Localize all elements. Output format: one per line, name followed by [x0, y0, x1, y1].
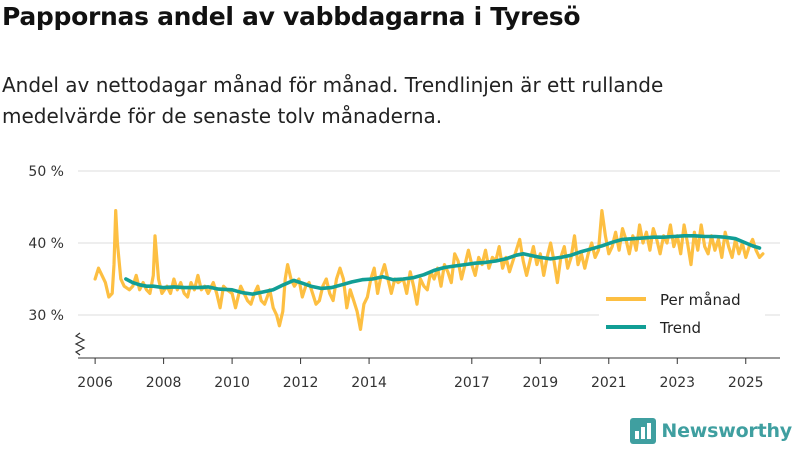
y-tick-label: 30 % — [28, 308, 64, 324]
brand-name: Newsworthy — [661, 420, 792, 442]
legend: Per månad Trend — [599, 286, 765, 342]
legend-background — [599, 286, 765, 342]
x-tick-label: 2021 — [591, 375, 627, 391]
y-axis-tick-labels: 30 % 40 % 50 % — [28, 164, 86, 356]
series-trend-line — [124, 234, 762, 296]
x-tick-label: 2023 — [659, 375, 695, 391]
axis-break-icon — [74, 332, 86, 356]
y-tick-label: 50 % — [28, 164, 64, 180]
x-tick-label: 2010 — [214, 375, 250, 391]
page-title: Pappornas andel av vabbdagarna i Tyresö — [2, 2, 581, 31]
page-subtitle: Andel av nettodagar månad för månad. Tre… — [2, 73, 664, 128]
x-tick-label: 2008 — [146, 375, 182, 391]
x-tick-label: 2025 — [728, 375, 764, 391]
series-trend-group — [124, 234, 762, 296]
y-tick-label: 40 % — [28, 236, 64, 252]
newsworthy-logo-icon — [630, 418, 657, 444]
x-tick-label: 2017 — [454, 375, 490, 391]
legend-label-monthly: Per månad — [660, 291, 741, 309]
x-axis: 2006 2008 2010 2012 2014 2017 2019 2021 2023 2025 — [77, 357, 780, 391]
x-tick-label: 2014 — [351, 375, 387, 391]
x-tick-label: 2006 — [77, 375, 113, 391]
x-tick-label: 2012 — [283, 375, 319, 391]
x-tick-label: 2019 — [522, 375, 558, 391]
legend-label-trend: Trend — [659, 319, 701, 337]
brand-logo: Newsworthy — [630, 418, 792, 444]
